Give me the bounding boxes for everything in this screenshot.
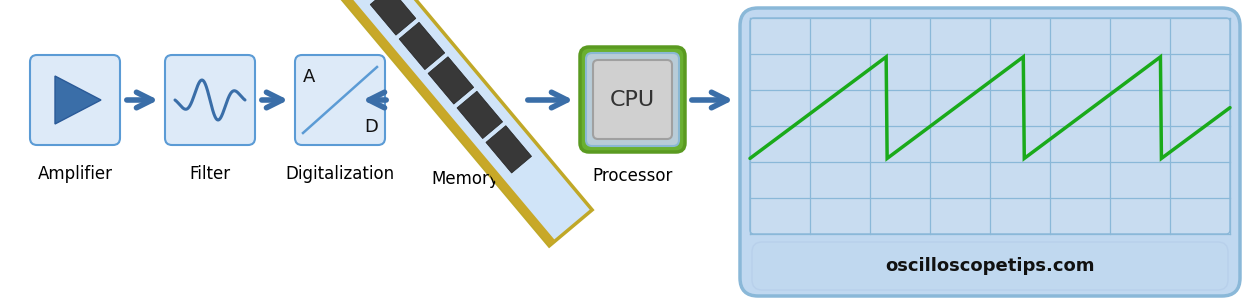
Polygon shape — [457, 91, 503, 138]
Text: Digitalization: Digitalization — [285, 165, 394, 183]
Polygon shape — [318, 0, 592, 246]
Polygon shape — [318, 0, 555, 246]
FancyBboxPatch shape — [752, 242, 1228, 290]
FancyBboxPatch shape — [741, 8, 1240, 296]
FancyBboxPatch shape — [295, 55, 385, 145]
Text: oscilloscopetips.com: oscilloscopetips.com — [886, 257, 1095, 275]
FancyBboxPatch shape — [580, 47, 686, 152]
Text: Filter: Filter — [189, 165, 230, 183]
Polygon shape — [485, 126, 532, 173]
Text: D: D — [364, 118, 378, 136]
Text: A: A — [303, 68, 315, 86]
FancyBboxPatch shape — [30, 55, 120, 145]
FancyBboxPatch shape — [585, 53, 679, 146]
Polygon shape — [428, 57, 474, 104]
Text: CPU: CPU — [610, 89, 656, 109]
Polygon shape — [399, 22, 445, 70]
Text: Processor: Processor — [592, 167, 673, 185]
Polygon shape — [370, 0, 415, 35]
Text: Memory: Memory — [432, 170, 499, 188]
FancyBboxPatch shape — [593, 60, 672, 139]
Polygon shape — [55, 76, 101, 124]
FancyBboxPatch shape — [751, 18, 1230, 234]
FancyBboxPatch shape — [165, 55, 255, 145]
Text: Amplifier: Amplifier — [38, 165, 113, 183]
